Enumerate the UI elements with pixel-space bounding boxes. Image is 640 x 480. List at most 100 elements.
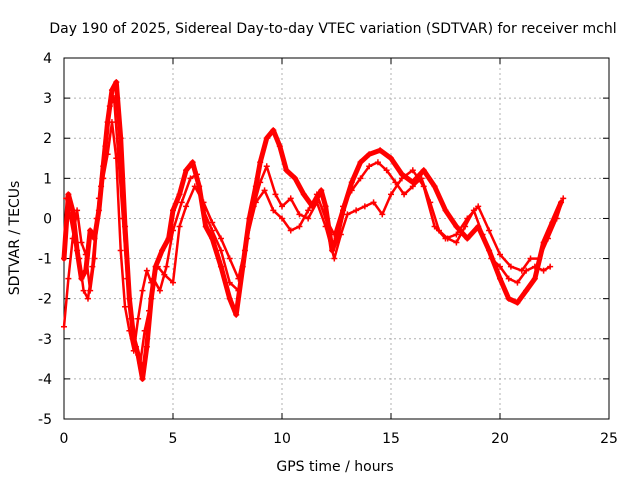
data-point — [141, 327, 148, 334]
data-point — [193, 171, 200, 178]
data-point — [322, 215, 329, 222]
data-point — [91, 255, 98, 262]
data-point — [296, 211, 303, 218]
data-point — [102, 143, 109, 150]
x-tick-label: 25 — [600, 431, 618, 447]
data-point — [322, 223, 329, 230]
data-point — [279, 203, 285, 210]
y-tick-label: -3 — [38, 332, 52, 348]
data-point — [462, 223, 469, 230]
data-point — [337, 231, 344, 238]
chart-title: Day 190 of 2025, Sidereal Day-to-day VTE… — [49, 21, 616, 37]
data-point — [161, 271, 168, 278]
data-point — [523, 267, 530, 274]
data-point — [148, 279, 155, 286]
data-point — [435, 227, 442, 234]
data-point — [183, 167, 190, 174]
data-point — [226, 279, 233, 286]
data-point — [279, 215, 285, 222]
data-point — [392, 179, 399, 186]
data-point — [453, 239, 460, 246]
data-point — [95, 195, 102, 202]
data-point — [146, 307, 153, 314]
data-point — [444, 235, 451, 242]
data-point — [318, 187, 325, 194]
data-point — [217, 263, 224, 270]
data-point — [200, 199, 207, 206]
data-point — [497, 263, 503, 270]
data-point — [143, 267, 150, 274]
data-point — [80, 287, 87, 294]
data-point — [333, 235, 340, 242]
x-axis-label: GPS time / hours — [276, 459, 393, 475]
data-point — [488, 255, 495, 262]
data-point — [305, 207, 312, 214]
data-point — [82, 251, 89, 258]
data-point — [470, 207, 477, 214]
data-point — [176, 223, 183, 230]
data-point — [76, 255, 83, 262]
grid — [64, 58, 609, 419]
data-point — [252, 199, 259, 206]
data-point — [544, 235, 551, 242]
data-point — [170, 207, 176, 214]
y-tick-label: 4 — [43, 51, 52, 67]
data-point — [108, 119, 115, 126]
data-point — [527, 255, 534, 262]
data-point — [111, 95, 118, 102]
x-tick-label: 5 — [169, 431, 178, 447]
data-point — [379, 211, 386, 218]
data-point — [357, 175, 364, 182]
data-point — [479, 231, 486, 238]
data-point — [163, 263, 170, 270]
y-tick-label: -2 — [38, 292, 52, 308]
data-point — [377, 147, 384, 154]
data-point — [176, 191, 183, 198]
y-tick-label: 2 — [43, 131, 52, 147]
data-point — [497, 275, 503, 282]
data-point — [263, 163, 270, 170]
data-point — [100, 175, 107, 182]
data-point — [287, 195, 294, 202]
data-point — [187, 175, 194, 182]
data-point — [401, 191, 408, 198]
data-point — [209, 227, 216, 234]
data-point — [113, 79, 120, 86]
data-point — [536, 255, 543, 262]
y-tick-label: -1 — [38, 252, 52, 268]
data-point — [200, 207, 207, 214]
data-point — [296, 223, 303, 230]
data-point — [370, 199, 377, 206]
data-point — [117, 247, 124, 254]
y-tick-label: 3 — [43, 91, 52, 107]
data-point — [531, 263, 538, 270]
data-point — [497, 251, 503, 258]
x-tick-label: 10 — [273, 431, 291, 447]
data-point — [104, 151, 111, 158]
data-point — [124, 275, 131, 282]
data-point — [84, 295, 91, 302]
data-point — [331, 231, 338, 238]
axis-ticks: 0 5 10 15 20 25 -5 -4 -3 -2 -1 0 1 2 3 4 — [38, 51, 618, 447]
y-tick-label: 0 — [43, 211, 52, 227]
data-point — [276, 143, 283, 150]
data-point — [287, 227, 294, 234]
data-point — [67, 215, 74, 222]
data-point — [366, 163, 373, 170]
data-point — [217, 235, 224, 242]
data-point — [78, 239, 85, 246]
data-point — [74, 207, 81, 214]
data-point — [453, 231, 460, 238]
data-point — [217, 247, 224, 254]
data-point — [61, 323, 67, 330]
data-point — [420, 167, 427, 174]
x-tick-label: 15 — [382, 431, 400, 447]
data-point — [156, 287, 163, 294]
y-tick-label: -4 — [38, 372, 52, 388]
data-point — [87, 287, 94, 294]
data-point — [189, 159, 196, 166]
data-point — [442, 207, 449, 214]
data-point — [170, 279, 176, 286]
data-point — [523, 287, 530, 294]
data-point — [209, 219, 216, 226]
